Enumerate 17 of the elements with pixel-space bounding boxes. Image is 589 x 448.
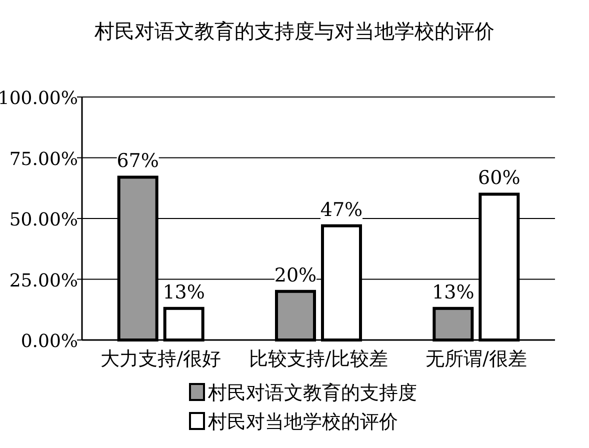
y-tick-label: 75.00%	[9, 148, 78, 170]
data-label: 47%	[320, 198, 363, 221]
data-label: 60%	[478, 167, 520, 190]
y-tick-label: 50.00%	[9, 210, 78, 230]
x-tick-label: 比较支持/比较差	[248, 348, 388, 370]
y-tick-label: 25.00%	[9, 270, 78, 292]
y-tick-label: 100.00%	[0, 88, 78, 109]
data-label: 13%	[162, 281, 205, 304]
x-tick-label: 无所谓/很差	[425, 348, 527, 370]
chart-title: 村民对语文教育的支持度与对当地学校的评价	[94, 19, 494, 43]
legend-label: 村民对语文教育的支持度	[207, 382, 417, 404]
data-label: 13%	[432, 281, 474, 304]
legend-label: 村民对当地学校的评价	[207, 411, 398, 433]
data-label: 20%	[274, 264, 317, 286]
y-tick-label: 0.00%	[20, 331, 78, 352]
x-tick-label: 大力支持/很好	[100, 348, 222, 370]
data-label: 67%	[116, 150, 159, 172]
